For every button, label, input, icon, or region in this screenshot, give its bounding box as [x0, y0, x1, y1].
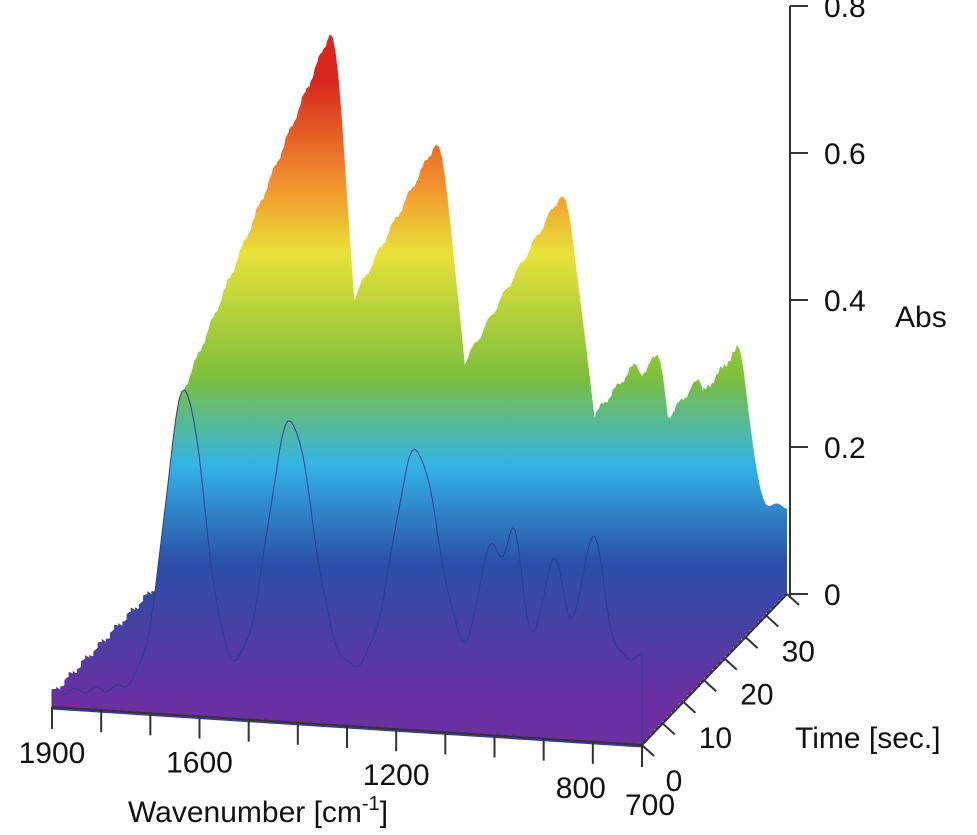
time-tick-label: 0 — [666, 765, 683, 798]
time-tick — [662, 722, 676, 736]
time-tick — [786, 593, 800, 606]
axes-layer — [51, 5, 808, 767]
abs-tick-label: 0.6 — [824, 138, 866, 171]
time-tick-label: 30 — [782, 636, 815, 669]
time-tick-label: 10 — [699, 722, 732, 755]
x-tick-label: 1900 — [19, 737, 86, 770]
x-tick-label: 1200 — [363, 759, 430, 792]
abs-tick-label: 0.4 — [824, 285, 866, 318]
time-tick-label: 20 — [740, 679, 773, 712]
x-axis-title: Wavenumber [cm-1] — [128, 793, 388, 829]
time-tick — [765, 614, 779, 628]
x-tick-label: 1600 — [166, 747, 233, 780]
x-tick-label: 700 — [625, 789, 675, 822]
abs-tick-label: 0 — [824, 579, 841, 612]
surface-layer — [51, 34, 787, 748]
time-tick — [703, 679, 717, 693]
spectrum-slice — [51, 389, 643, 748]
labels-layer: Wavenumber [cm-1] Time [sec.] Abs 1900 16… — [19, 0, 947, 829]
time-axis-title: Time [sec.] — [795, 722, 941, 755]
time-tick — [682, 701, 697, 714]
time-tick — [744, 636, 759, 649]
time-tick — [724, 657, 738, 671]
abs-tick-label: 0.8 — [824, 0, 866, 24]
x-tick-label: 800 — [556, 772, 606, 805]
time-axis-line — [641, 593, 788, 746]
abs-axis-title: Abs — [895, 301, 947, 334]
abs-tick-label: 0.2 — [824, 432, 866, 465]
time-tick — [641, 744, 655, 757]
